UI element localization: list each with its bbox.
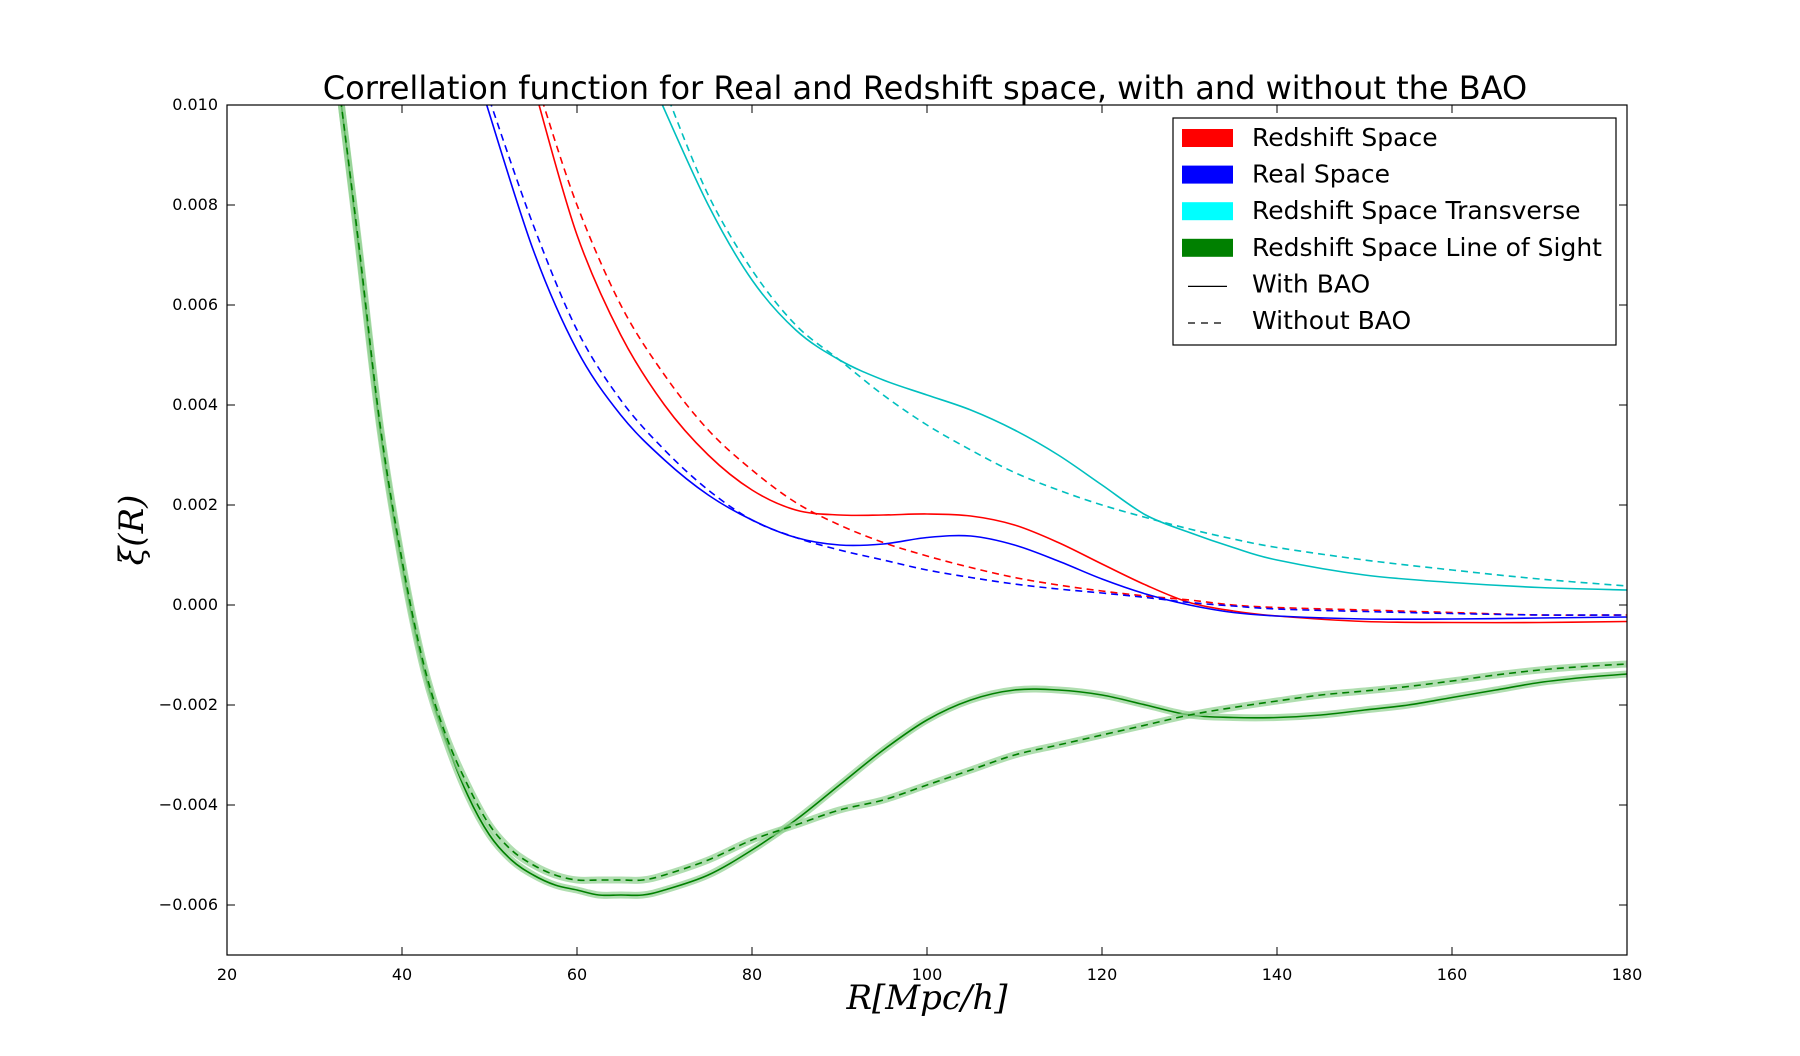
y-tick-label: −0.006	[159, 895, 218, 914]
y-tick-label: 0.002	[172, 495, 218, 514]
y-tick-label: 0.000	[172, 595, 218, 614]
legend-swatch-redshift-space-line-of-sight	[1182, 238, 1233, 257]
legend-swatch-redshift-space	[1182, 129, 1233, 147]
x-tick-label: 60	[567, 965, 587, 984]
x-tick-label: 180	[1612, 965, 1643, 984]
series-layer	[337, 105, 1627, 899]
x-axis-label: R[Mpc/h]	[845, 978, 1008, 1018]
series-line-real-space-with-bao	[485, 105, 1627, 621]
legend-label-real-space: Real Space	[1252, 160, 1390, 189]
series-line-redshift-space-transverse-with-bao	[661, 105, 1627, 591]
legend-swatch-redshift-space-transverse	[1182, 202, 1233, 221]
y-tick-label: 0.010	[172, 95, 218, 114]
x-tick-label: 140	[1262, 965, 1293, 984]
series-line-real-space-without-bao	[490, 105, 1627, 616]
legend-label-redshift-space-transverse: Redshift Space Transverse	[1252, 196, 1580, 225]
legend-label-redshift-space: Redshift Space	[1252, 123, 1438, 152]
y-tick-label: 0.008	[172, 195, 218, 214]
legend-label-without-bao: Without BAO	[1252, 306, 1411, 335]
x-tick-label: 20	[217, 965, 237, 984]
legend: Redshift Space Real Space Redshift Space T…	[1172, 117, 1617, 346]
y-axis-label: ξ(R)	[112, 495, 152, 566]
x-tick-label: 80	[742, 965, 762, 984]
axis-ticks: 20 40 60 80 100 120 140 160 180 −0.006 −0.004 −0.00…	[159, 95, 1642, 984]
legend-swatch-real-space	[1182, 165, 1233, 184]
x-tick-label: 160	[1437, 965, 1468, 984]
legend-box	[1172, 117, 1617, 346]
y-tick-label: −0.002	[159, 695, 218, 714]
legend-label-redshift-space-line-of-sight: Redshift Space Line of Sight	[1252, 233, 1602, 262]
chart-title: Correllation function for Real and Redsh…	[323, 69, 1527, 107]
y-tick-label: 0.004	[172, 395, 218, 414]
legend-label-with-bao: With BAO	[1252, 269, 1370, 298]
y-tick-label: 0.006	[172, 295, 218, 314]
series-line-redshift-space-transverse-without-bao	[670, 105, 1627, 587]
series-line-redshift-space-without-bao	[542, 105, 1627, 616]
x-tick-label: 40	[392, 965, 412, 984]
x-tick-label: 100	[912, 965, 943, 984]
x-tick-label: 120	[1087, 965, 1118, 984]
series-line-redshift-space-line-of-sight-without-bao	[340, 105, 1627, 882]
y-tick-label: −0.004	[159, 795, 218, 814]
series-line-redshift-space-with-bao	[538, 105, 1627, 624]
